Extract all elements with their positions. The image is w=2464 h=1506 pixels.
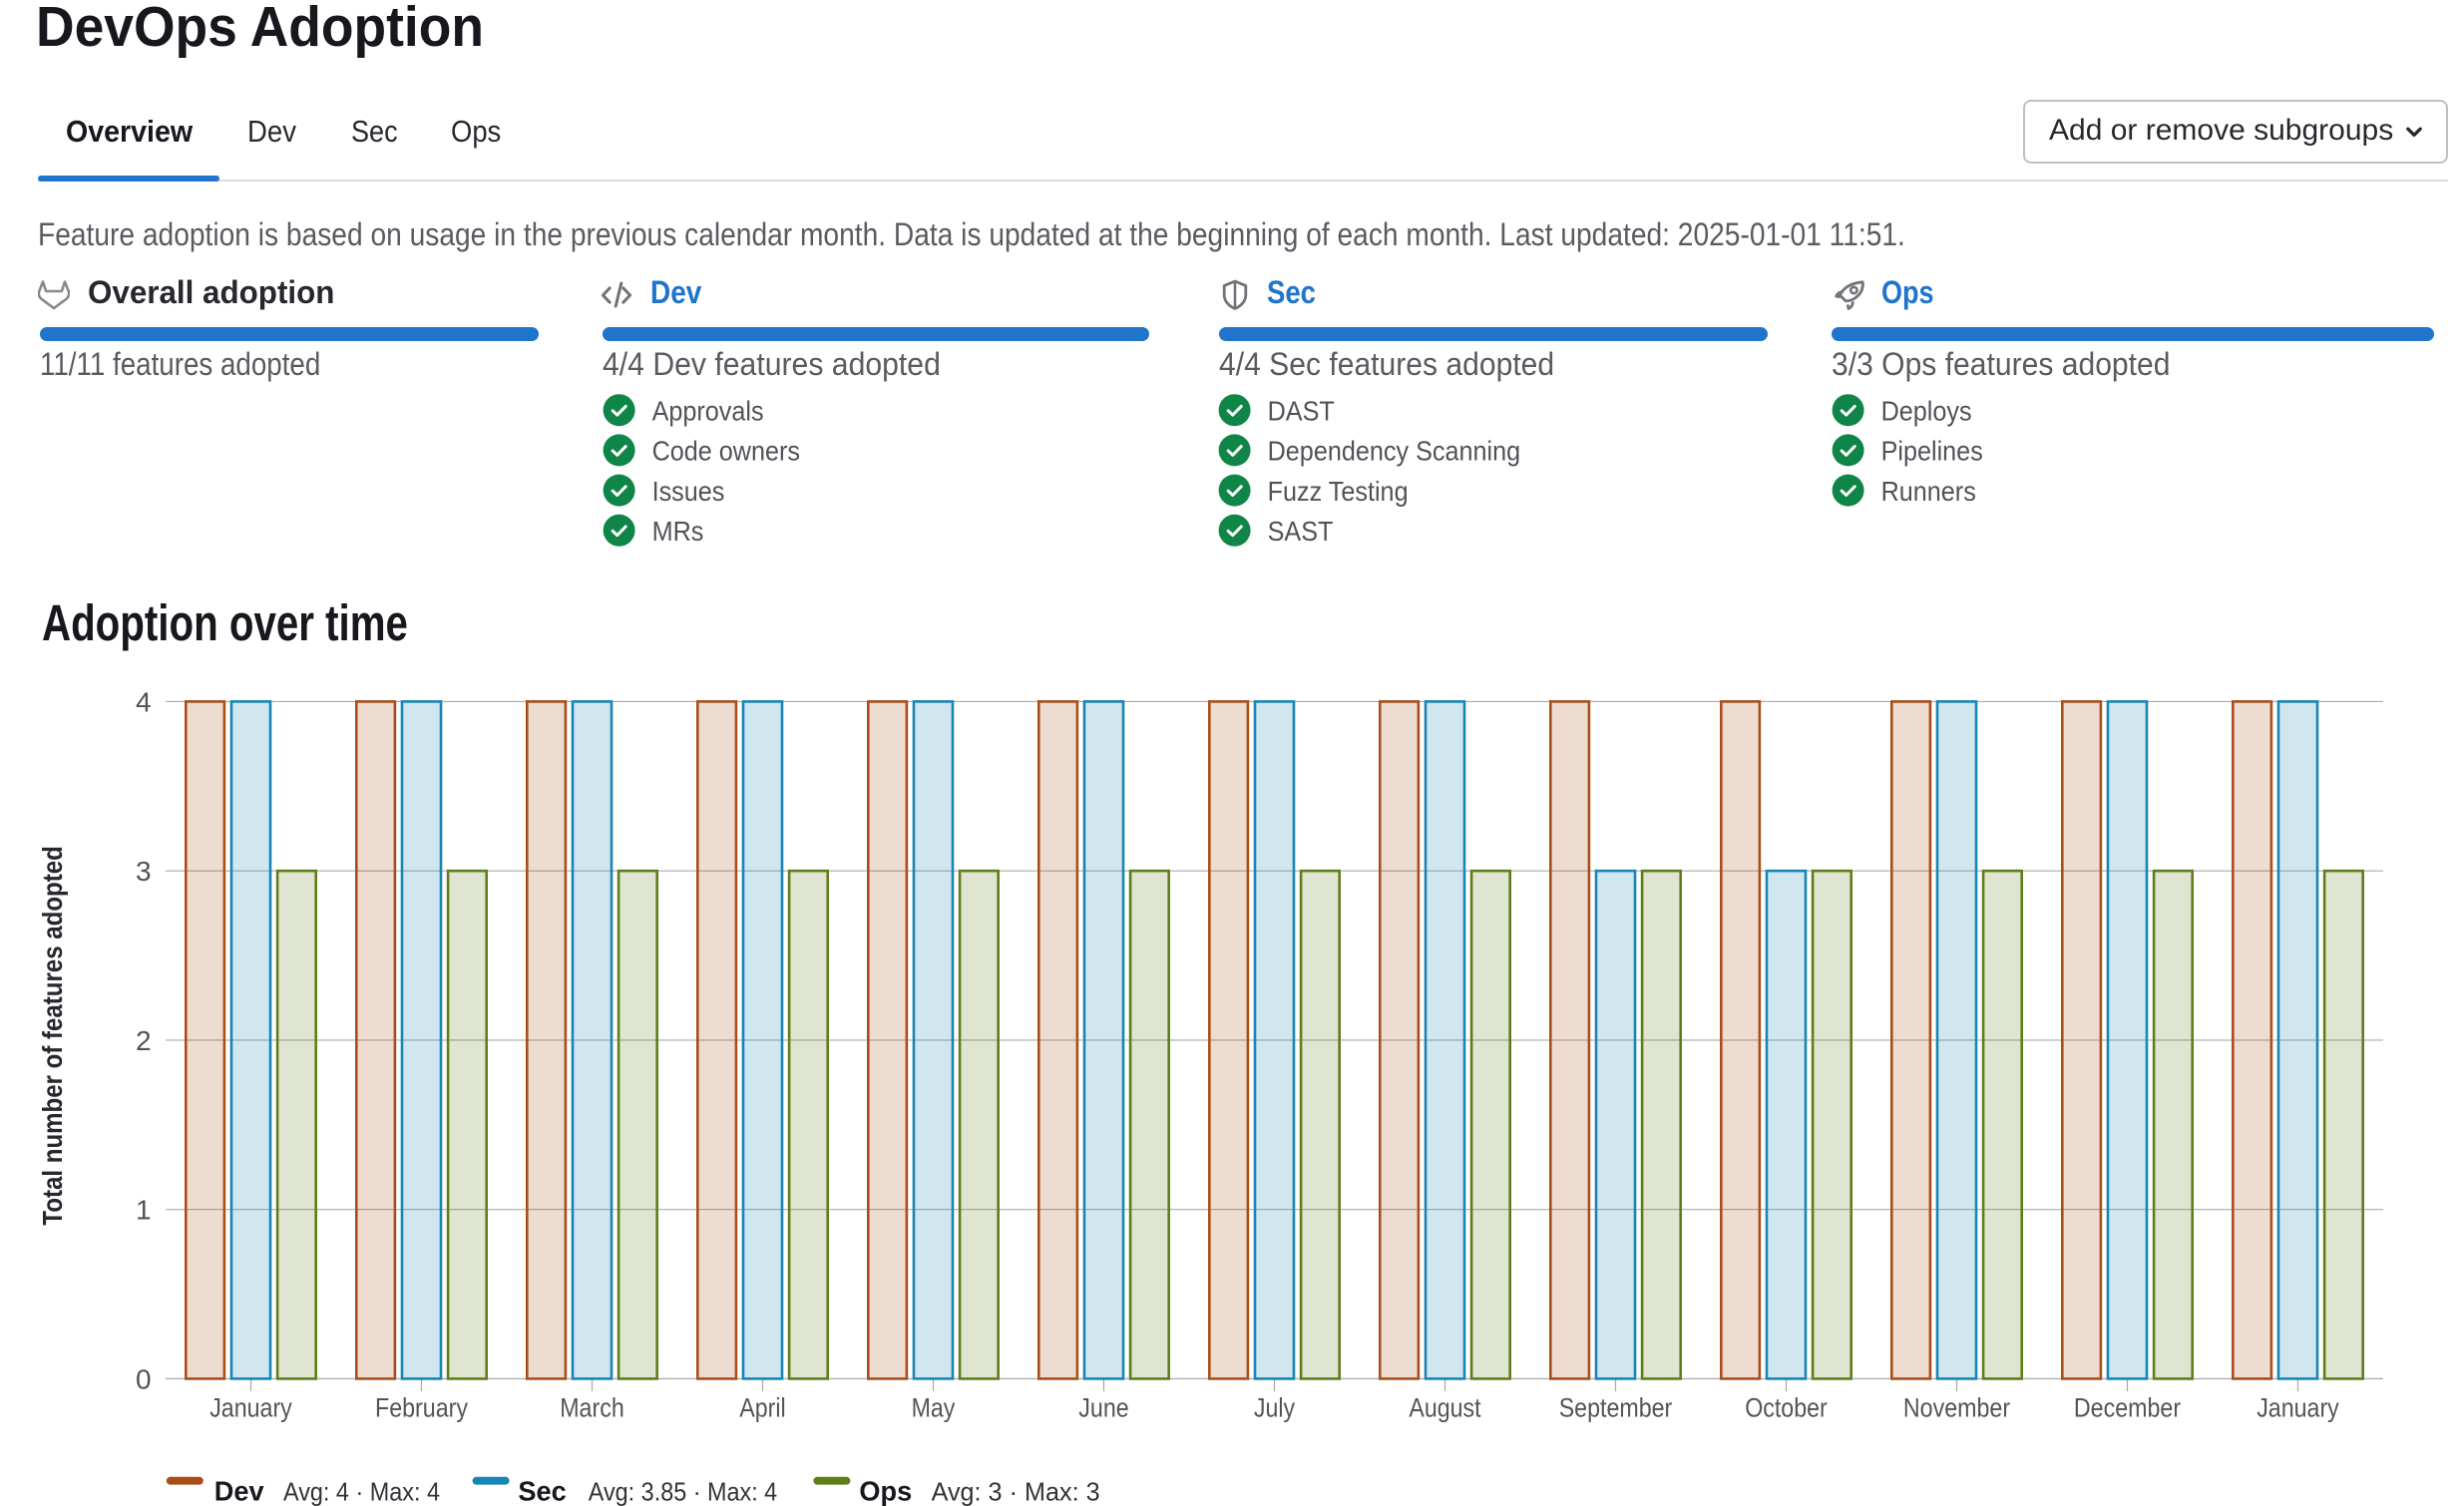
svg-text:SAST: SAST	[1268, 516, 1334, 547]
svg-text:October: October	[1745, 1393, 1828, 1423]
svg-text:Sec: Sec	[518, 1476, 566, 1506]
svg-text:December: December	[2074, 1393, 2181, 1423]
svg-text:Approvals: Approvals	[652, 395, 764, 426]
svg-text:January: January	[209, 1393, 292, 1423]
svg-text:September: September	[1559, 1393, 1673, 1423]
svg-text:November: November	[1903, 1393, 2010, 1423]
svg-text:DAST: DAST	[1268, 395, 1335, 426]
svg-text:Dependency Scanning: Dependency Scanning	[1268, 436, 1521, 467]
svg-text:0: 0	[136, 1363, 152, 1394]
svg-text:Ops: Ops	[859, 1476, 912, 1506]
svg-text:Code owners: Code owners	[652, 436, 800, 467]
svg-text:3: 3	[136, 856, 152, 887]
svg-text:Issues: Issues	[652, 476, 725, 507]
svg-text:Fuzz Testing: Fuzz Testing	[1268, 476, 1409, 507]
svg-text:MRs: MRs	[652, 516, 704, 547]
svg-text:April: April	[739, 1393, 785, 1423]
svg-text:Pipelines: Pipelines	[1881, 436, 1983, 467]
svg-text:Deploys: Deploys	[1881, 395, 1972, 426]
svg-text:Avg: 3 · Max: 3: Avg: 3 · Max: 3	[932, 1477, 1100, 1506]
svg-text:Runners: Runners	[1881, 476, 1976, 507]
svg-text:June: June	[1078, 1393, 1128, 1423]
svg-text:Total number of features adopt: Total number of features adopted	[37, 846, 68, 1225]
svg-text:January: January	[2257, 1393, 2339, 1423]
svg-text:2: 2	[136, 1025, 152, 1056]
svg-text:Avg: 3.85 · Max: 4: Avg: 3.85 · Max: 4	[589, 1477, 777, 1506]
svg-text:May: May	[912, 1393, 956, 1423]
svg-text:4: 4	[136, 686, 152, 717]
svg-text:Avg: 4 · Max: 4: Avg: 4 · Max: 4	[283, 1477, 440, 1506]
svg-text:Dev: Dev	[214, 1476, 264, 1506]
svg-text:August: August	[1409, 1393, 1481, 1423]
svg-text:February: February	[375, 1393, 468, 1423]
svg-text:1: 1	[136, 1195, 152, 1226]
svg-text:July: July	[1254, 1393, 1296, 1423]
svg-text:March: March	[560, 1393, 624, 1423]
